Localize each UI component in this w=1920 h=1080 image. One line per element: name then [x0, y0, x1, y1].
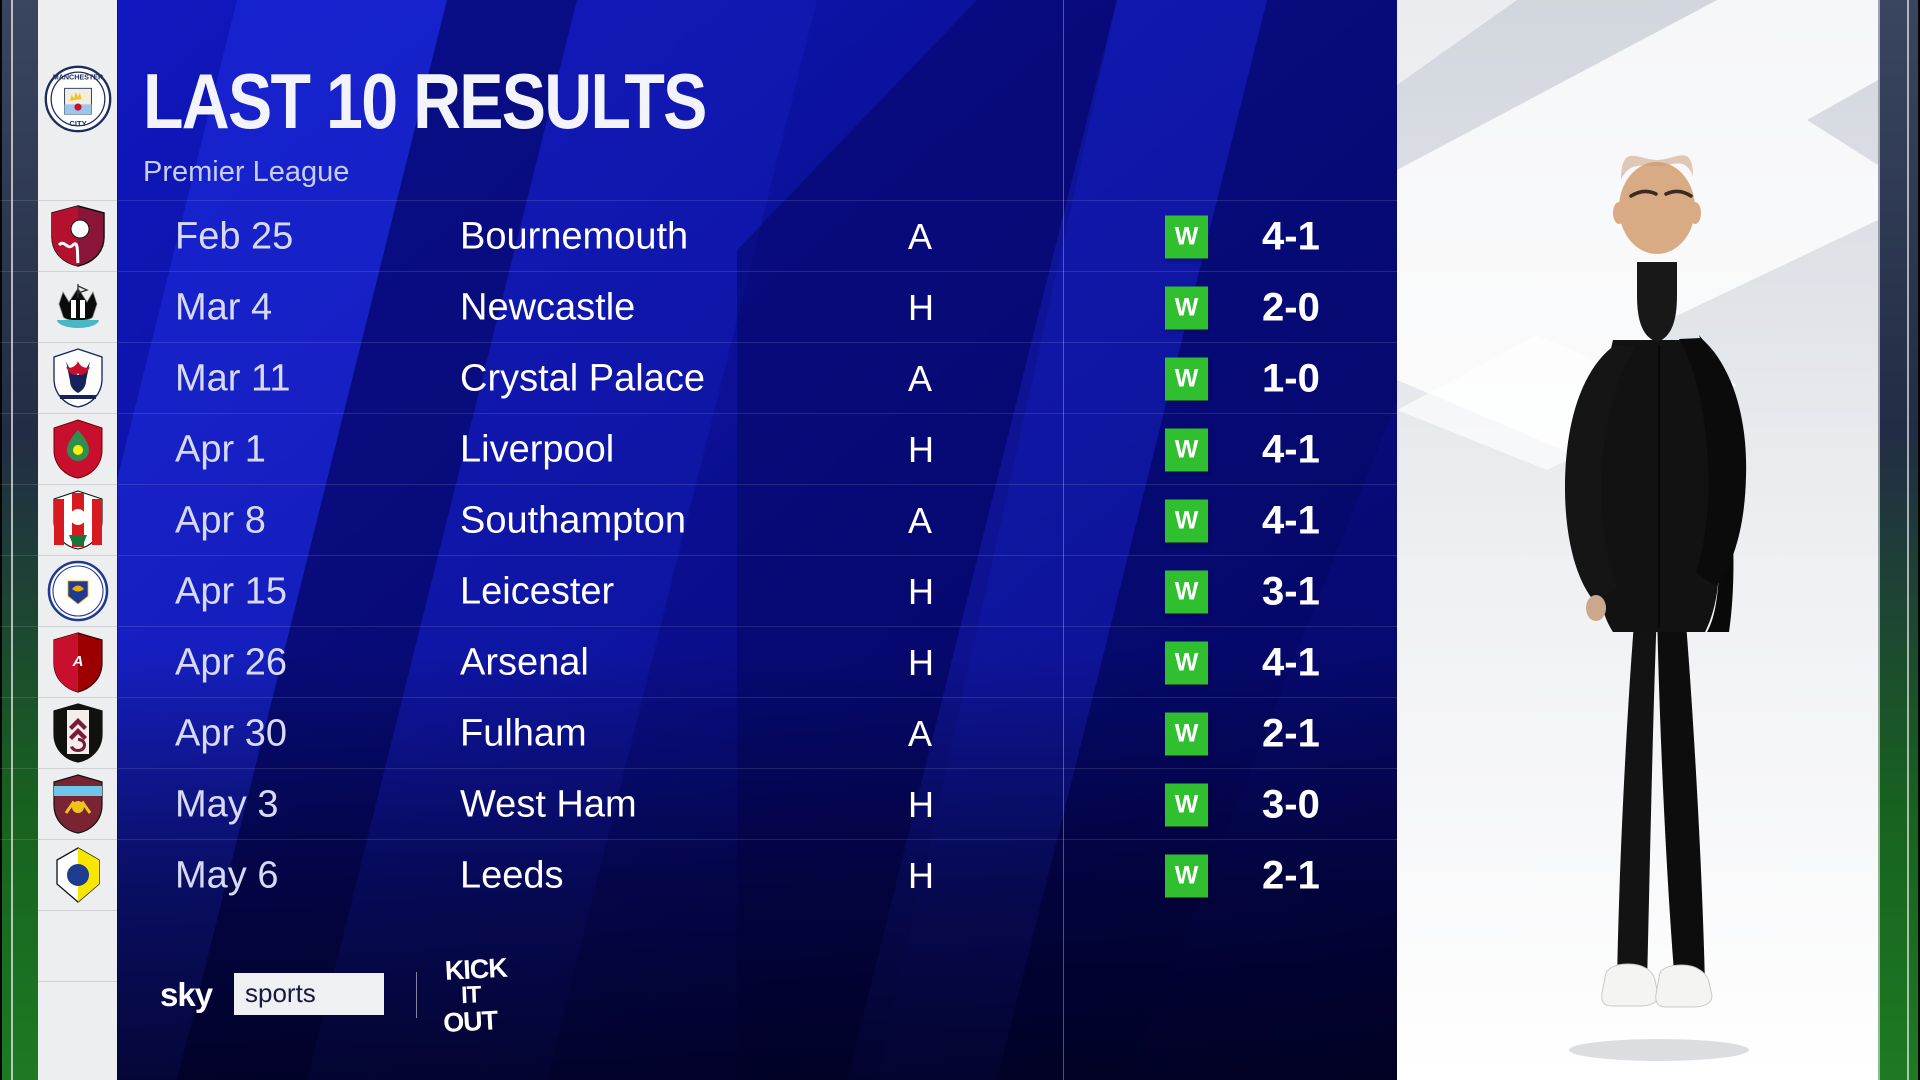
svg-text:A: A — [71, 653, 83, 670]
svg-text:sports: sports — [245, 978, 316, 1008]
svg-text:OUT: OUT — [443, 1005, 499, 1037]
svg-text:IT: IT — [461, 981, 483, 1009]
svg-text:CITY: CITY — [69, 119, 86, 128]
svg-text:sky: sky — [160, 976, 214, 1013]
svg-text:MANCHESTER: MANCHESTER — [52, 73, 103, 81]
